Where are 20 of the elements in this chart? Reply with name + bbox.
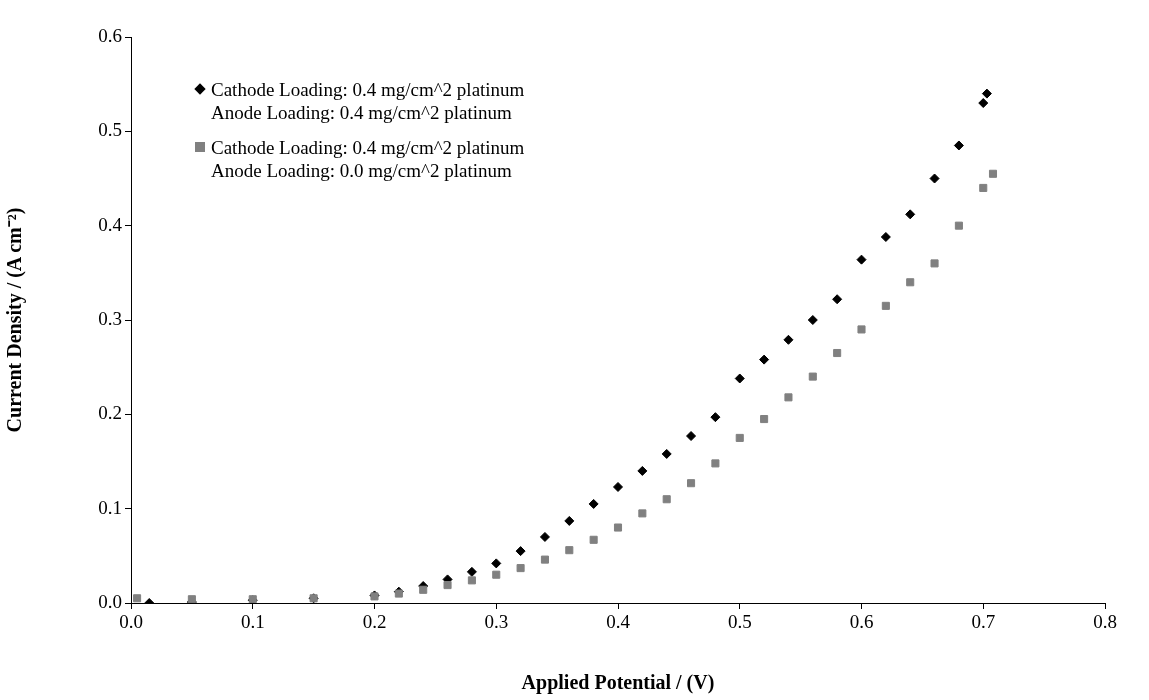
y-tick-label: 0.0 [98,590,122,612]
y-tick-label: 0.2 [98,402,122,424]
legend-label: Cathode Loading: 0.4 mg/cm^2 platinum Anode Loading: 0.0 mg/cm^2 platinum [211,136,525,182]
x-axis-title: Applied Potential / (V) [521,671,715,695]
x-tick-label: 0.4 [606,611,631,633]
y-tick-label: 0.1 [98,496,122,518]
x-tick-label: 0.3 [484,611,509,633]
y-axis-title: Current Density / (A cm⁻²) [3,207,27,433]
y-tick-label: 0.3 [98,307,122,329]
x-tick-label: 0.8 [1093,611,1117,633]
x-tick-label: 0.7 [971,611,996,633]
legend-label: Cathode Loading: 0.4 mg/cm^2 platinum Anode Loading: 0.4 mg/cm^2 platinum [211,78,525,124]
x-tick-label: 0.2 [362,611,387,633]
x-tick-label: 0.1 [240,611,265,633]
y-tick-label: 0.6 [98,24,122,46]
x-tick-label: 0.5 [727,611,752,633]
x-tick-label: 0.0 [119,611,143,633]
y-tick-label: 0.5 [98,119,122,141]
y-tick-label: 0.4 [98,213,123,235]
x-tick-label: 0.6 [849,611,874,633]
